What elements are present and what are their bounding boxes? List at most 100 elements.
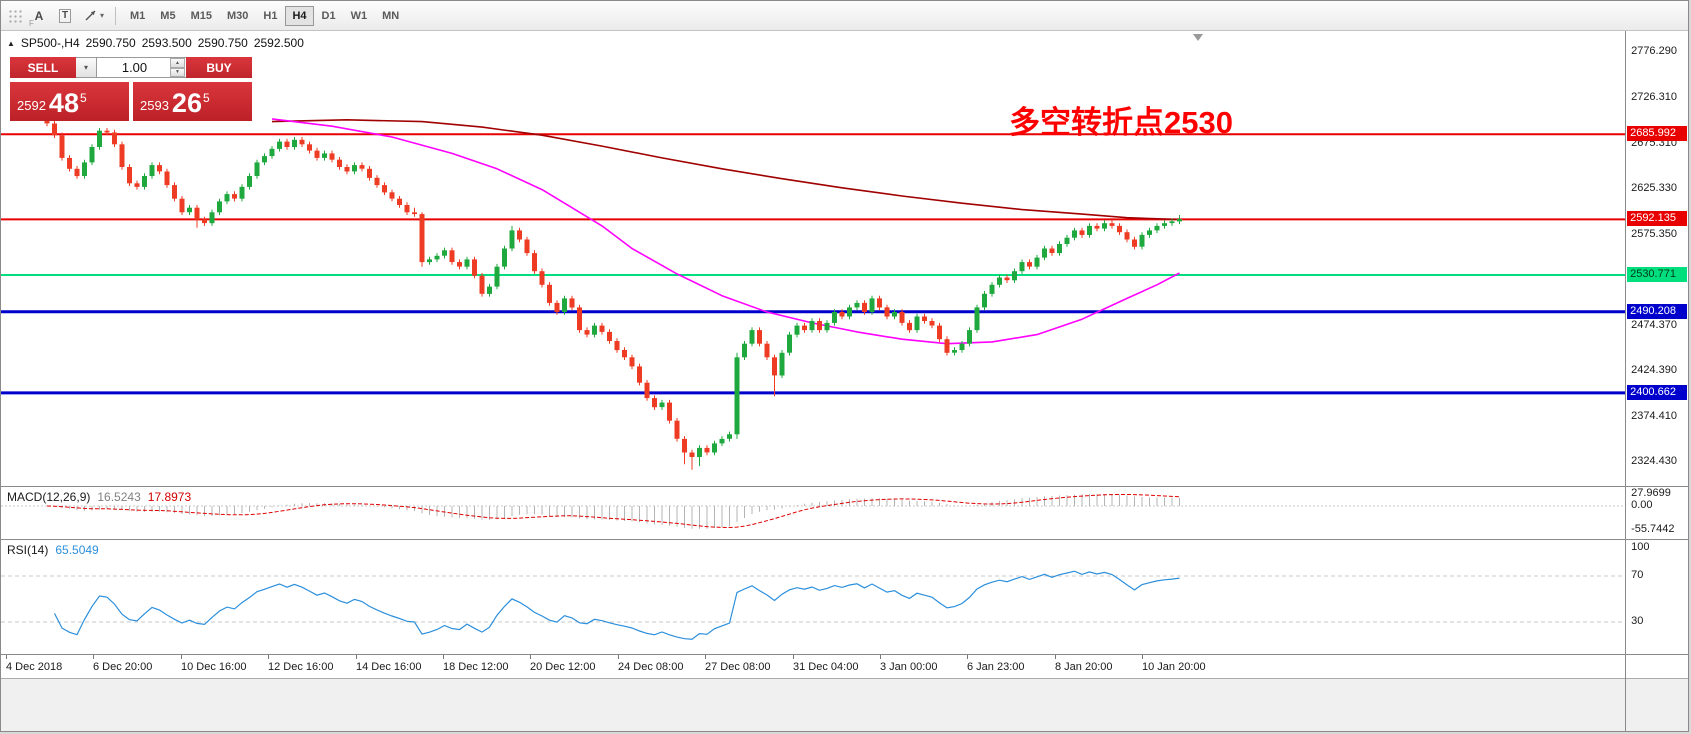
sell-price-display[interactable]: 2592 48 5 <box>10 82 129 121</box>
price-axis-column[interactable]: 2776.290 2726.310 2675.310 2625.330 2575.350… <box>1625 31 1688 731</box>
time-axis-tick <box>443 655 444 659</box>
tf-button-d1[interactable]: D1 <box>321 9 336 22</box>
sell-price-big: 48 <box>48 88 79 118</box>
price-line-tag[interactable]: 2490.208 <box>1627 304 1687 319</box>
time-axis-tick <box>356 655 357 659</box>
price-axis-macd: 27.9699 0.00 -55.7442 <box>1626 487 1688 540</box>
symbol-period-label: SP500-,H4 <box>20 36 80 50</box>
bottom-strip <box>1 679 1626 731</box>
price-axis-label: 2374.410 <box>1631 410 1677 422</box>
tf-button-m15[interactable]: M15 <box>190 9 212 22</box>
price-line-tag[interactable]: 2592.135 <box>1627 211 1687 226</box>
line-studies-button[interactable]: ▾ <box>79 5 108 27</box>
buy-price-display[interactable]: 2593 26 5 <box>133 82 252 121</box>
macd-axis-label: 27.9699 <box>1631 487 1671 499</box>
time-axis-tick <box>967 655 968 659</box>
time-axis-label: 18 Dec 12:00 <box>443 661 509 673</box>
time-axis-tick <box>6 655 7 659</box>
macd-panel[interactable]: MACD(12,26,9) 16.5243 17.8973 <box>1 487 1626 540</box>
ohlc-open: 2590.750 <box>85 36 136 50</box>
time-axis-tick <box>93 655 94 659</box>
rsi-axis-label: 70 <box>1631 569 1644 581</box>
rsi-value: 65.5049 <box>55 543 99 557</box>
time-axis-label: 6 Dec 20:00 <box>93 661 153 673</box>
buy-price-sup: 5 <box>202 91 210 105</box>
price-axis-main[interactable]: 2776.290 2726.310 2675.310 2625.330 2575.350… <box>1626 31 1688 487</box>
time-axis-label: 27 Dec 08:00 <box>705 661 771 673</box>
tf-button-h1[interactable]: H1 <box>263 9 278 22</box>
macd-main-value: 16.5243 <box>97 490 141 504</box>
line-studies-caret-icon: ▾ <box>100 11 105 20</box>
macd-axis-label: -55.7442 <box>1631 523 1675 535</box>
volume-spinners: ▲ ▼ <box>170 58 185 77</box>
rsi-chart[interactable] <box>1 540 1626 654</box>
time-axis-label: 6 Jan 23:00 <box>967 661 1025 673</box>
price-axis-time-corner <box>1626 655 1688 679</box>
rsi-name: RSI(14) <box>7 543 49 557</box>
price-axis-label: 2575.350 <box>1631 228 1677 240</box>
price-line-tag[interactable]: 2530.771 <box>1627 267 1687 282</box>
price-axis-rsi: 100 70 30 <box>1626 540 1688 655</box>
toolbar-f-indicator: F <box>29 19 34 28</box>
volume-field-wrap: ▲ ▼ <box>97 57 186 78</box>
tf-button-mn[interactable]: MN <box>382 9 400 22</box>
time-axis-label: 31 Dec 04:00 <box>793 661 859 673</box>
buy-button[interactable]: BUY <box>186 57 252 78</box>
chart-header: ▲ SP500-,H4 2590.750 2593.500 2590.750 2… <box>7 36 304 50</box>
price-axis-label: 2625.330 <box>1631 182 1677 194</box>
lot-dropdown-caret-icon: ▾ <box>83 63 88 72</box>
volume-increase-button[interactable]: ▲ <box>170 58 185 68</box>
price-line-tag[interactable]: 2400.662 <box>1627 385 1687 400</box>
time-axis-tick <box>268 655 269 659</box>
time-axis-label: 8 Jan 20:00 <box>1055 661 1113 673</box>
toolbar-separator <box>115 6 117 25</box>
timeframe-bar: M1 M5 M15 M30 H1 H4 D1 W1 MN <box>123 5 406 26</box>
tf-button-h4[interactable]: H4 <box>285 5 314 26</box>
macd-signal-value: 17.8973 <box>147 490 192 504</box>
sell-price-prefix: 2592 <box>17 98 46 113</box>
time-axis[interactable]: 4 Dec 2018 6 Dec 20:00 10 Dec 16:00 12 Dec … <box>1 655 1626 679</box>
text-tool-icon: A <box>34 8 44 23</box>
label-tool-button[interactable]: T <box>53 5 77 27</box>
time-axis-label: 14 Dec 16:00 <box>356 661 422 673</box>
volume-input[interactable] <box>97 57 186 78</box>
time-axis-tick <box>1055 655 1056 659</box>
tf-button-m1[interactable]: M1 <box>130 9 146 22</box>
candlestick-chart[interactable] <box>1 31 1626 486</box>
tf-button-m30[interactable]: M30 <box>226 9 249 22</box>
volume-decrease-button[interactable]: ▼ <box>170 67 185 77</box>
ohlc-high: 2593.500 <box>141 36 192 50</box>
time-axis-label: 20 Dec 12:00 <box>530 661 596 673</box>
price-axis-label: 2726.310 <box>1631 91 1677 103</box>
price-axis-bottom <box>1626 679 1688 731</box>
price-axis-label: 2324.430 <box>1631 455 1677 467</box>
time-axis-tick <box>705 655 706 659</box>
time-axis-label: 24 Dec 08:00 <box>618 661 684 673</box>
label-tool-icon: T <box>58 8 72 23</box>
scroll-shift-marker-icon[interactable] <box>1193 34 1203 41</box>
time-axis-label: 3 Jan 00:00 <box>880 661 938 673</box>
chart-symbol-marker-icon: ▲ <box>7 38 15 48</box>
tf-button-w1[interactable]: W1 <box>350 9 368 22</box>
toolbar-grip-icon[interactable] <box>7 7 23 24</box>
rsi-axis-label: 100 <box>1631 541 1650 553</box>
tf-button-m5[interactable]: M5 <box>160 9 176 22</box>
time-axis-tick <box>793 655 794 659</box>
lot-dropdown-button[interactable]: ▾ <box>76 57 97 78</box>
chart-workspace: ▲ SP500-,H4 2590.750 2593.500 2590.750 2… <box>1 31 1688 731</box>
chart-annotation-text: 多空转折点2530 <box>1009 105 1233 140</box>
toolbar: F A T ▾ M1 M5 M15 M30 H1 H4 D1 W1 MN <box>1 1 1688 31</box>
macd-chart[interactable] <box>1 487 1626 539</box>
ohlc-low: 2590.750 <box>197 36 248 50</box>
time-axis-tick <box>880 655 881 659</box>
time-axis-label: 10 Dec 16:00 <box>181 661 247 673</box>
buy-price-prefix: 2593 <box>140 98 169 113</box>
plot-column: ▲ SP500-,H4 2590.750 2593.500 2590.750 2… <box>1 31 1626 731</box>
rsi-panel[interactable]: RSI(14) 65.5049 <box>1 540 1626 655</box>
price-line-tag[interactable]: 2685.992 <box>1627 126 1687 141</box>
main-chart-panel[interactable]: ▲ SP500-,H4 2590.750 2593.500 2590.750 2… <box>1 31 1626 487</box>
sell-button[interactable]: SELL <box>10 57 76 78</box>
rsi-label: RSI(14) 65.5049 <box>7 543 99 557</box>
text-tool-button[interactable]: A <box>27 5 51 27</box>
